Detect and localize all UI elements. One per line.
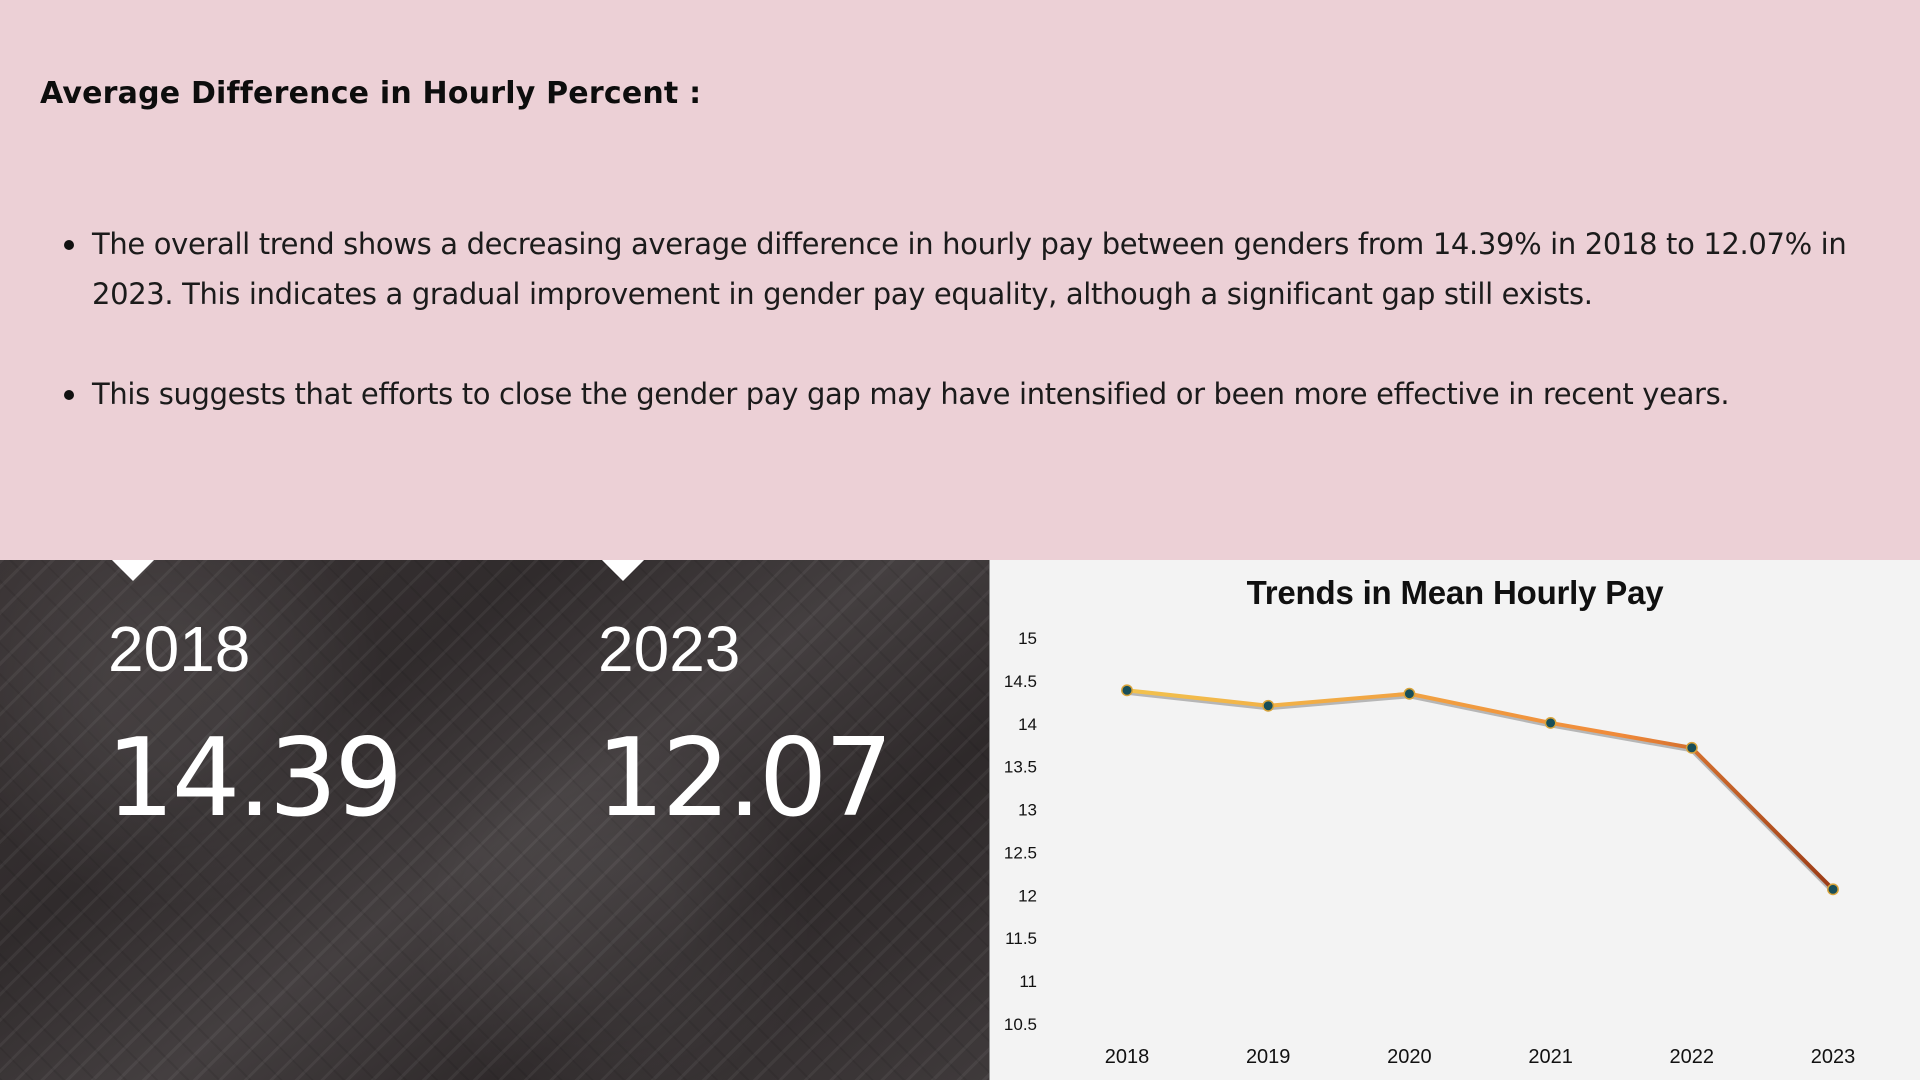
diamond-marker-icon [108,560,158,582]
y-tick-label: 15 [1018,629,1037,648]
bullet-icon [64,390,74,400]
bullet-icon [64,240,74,250]
x-tick-label: 2022 [1670,1046,1715,1068]
stat-year: 2023 [598,613,741,685]
x-tick-label: 2020 [1387,1046,1432,1068]
y-tick-label: 14.5 [1004,672,1037,691]
data-point [1827,883,1839,896]
y-tick-label: 12 [1018,886,1037,905]
y-tick-label: 10.5 [1004,1015,1037,1034]
y-tick-label: 11.5 [1005,929,1037,948]
x-tick-label: 2023 [1811,1046,1856,1068]
y-tick-label: 11 [1019,972,1037,991]
stat-value: 12.07 [596,716,893,841]
data-point [1262,699,1275,712]
y-tick-label: 13.5 [1004,758,1037,777]
insight-list: The overall trend shows a decreasing ave… [62,219,1902,469]
page-title: Average Difference in Hourly Percent : [40,76,702,111]
insight-item: The overall trend shows a decreasing ave… [62,219,1902,319]
summary-panel: Average Difference in Hourly Percent : T… [40,76,1902,469]
series-line [1125,688,1835,892]
x-tick-label: 2021 [1528,1046,1573,1068]
stat-value: 14.39 [106,716,403,841]
insight-text: This suggests that efforts to close the … [92,377,1730,411]
data-point [1544,716,1557,729]
diamond-marker-icon [598,560,648,582]
chart-title: Trends in Mean Hourly Pay [1246,574,1664,611]
insight-text: The overall trend shows a decreasing ave… [92,227,1847,311]
y-tick-label: 14 [1018,715,1037,734]
stat-year: 2018 [108,613,251,685]
x-tick-label: 2019 [1246,1046,1291,1068]
series-line-shadow [1124,689,1836,894]
line-chart: 10.5 11 11.5 12 12.5 13 13.5 14 14.5 15 2018 2019 20… [1004,629,1856,1068]
y-tick-label: 13 [1018,801,1037,820]
data-point [1685,741,1698,754]
stats-panel: 2018 14.39 2023 12.07 [0,560,989,1080]
y-tick-label: 12.5 [1004,843,1037,862]
data-point [1403,687,1416,700]
x-tick-label: 2018 [1105,1046,1150,1068]
trend-chart: Trends in Mean Hourly Pay 10.5 11 11.5 12 12… [989,560,1920,1080]
insight-item: This suggests that efforts to close the … [62,369,1902,419]
data-point [1121,684,1133,697]
